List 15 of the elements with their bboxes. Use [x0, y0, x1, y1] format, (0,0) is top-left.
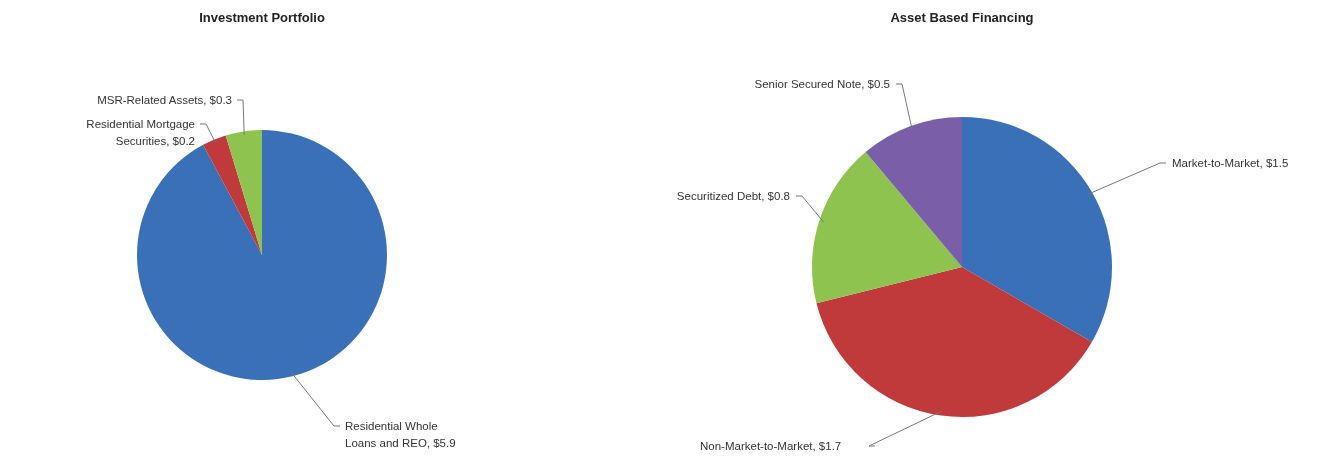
slice-label: Securitized Debt, $0.8 [676, 190, 790, 202]
pie-slice [816, 267, 1092, 417]
slice-label: Market-to-Market, $1.5 [1172, 157, 1289, 169]
slice-label: Non-Market-to-Market, $1.7 [700, 440, 842, 452]
pie-slice [225, 130, 262, 255]
slice-label: Residential Mortgage Securities, $0.2 [86, 118, 195, 147]
slice-label: Residential Whole Loans and REO, $5.9 [345, 420, 456, 449]
chart-title: Asset Based Financing [890, 10, 1034, 25]
pie-slice [203, 135, 262, 255]
pie-slice [812, 152, 962, 304]
chart-title: Investment Portfolio [199, 10, 325, 25]
pie-slice [962, 117, 1112, 342]
pie-slice [865, 117, 962, 267]
slice-label: Senior Secured Note, $0.5 [754, 78, 890, 90]
slice-label: MSR-Related Assets, $0.3 [97, 94, 232, 106]
